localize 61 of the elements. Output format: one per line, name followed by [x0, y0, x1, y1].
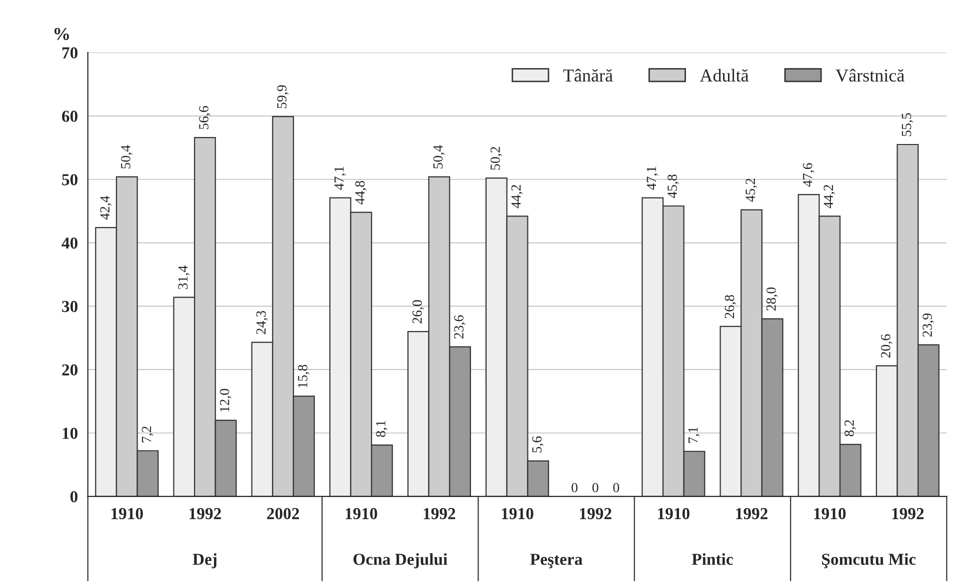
data-label: 7,1	[688, 427, 700, 443]
data-label: 5,6	[532, 436, 544, 452]
data-label: 50,4	[433, 145, 445, 168]
data-label: 0	[592, 482, 598, 492]
data-label: 28,0	[766, 287, 778, 311]
y-tick-label: 0	[70, 491, 78, 502]
legend-label: Vârstnică	[836, 68, 904, 82]
data-label: 8,1	[376, 420, 388, 437]
text: Pintic	[692, 553, 733, 565]
x-tick-label: 1910	[814, 508, 846, 520]
data-label: 50,4	[120, 145, 132, 168]
data-label: 15,8	[298, 364, 310, 388]
y-axis-title: %	[54, 28, 69, 40]
data-label: 0	[613, 482, 620, 492]
x-tick-label: 1910	[112, 508, 143, 520]
data-label: 44,2	[511, 185, 523, 208]
data-label: 12,0	[220, 388, 232, 412]
data-label: 44,2	[824, 185, 836, 208]
y-tick-label: 60	[62, 110, 78, 122]
data-label: 8,2	[844, 420, 856, 436]
text: Dej	[192, 553, 216, 568]
y-tick-label: 10	[62, 428, 78, 439]
data-label: 0	[572, 482, 578, 492]
x-tick-label: 2002	[267, 508, 299, 520]
x-tick-label: 1992	[190, 508, 221, 520]
y-tick-label: 70	[62, 47, 78, 59]
y-tick-label: 20	[62, 364, 78, 376]
data-label: 50,2	[490, 146, 502, 170]
y-tick-label: 50	[62, 174, 78, 186]
data-label: 31,4	[178, 266, 190, 290]
data-label: 45,2	[746, 178, 757, 202]
data-label: 47,1	[334, 166, 346, 190]
y-tick-label: 40	[62, 237, 78, 249]
x-tick-label: 1992	[424, 508, 456, 520]
x-tick-label: 1992	[892, 508, 924, 520]
data-label: 55,5	[902, 113, 914, 136]
x-tick-label: 1910	[502, 508, 534, 520]
data-label: 45,8	[668, 174, 679, 198]
data-label: 56,6	[199, 106, 210, 130]
data-label: 23,6	[454, 315, 466, 339]
text: Şomcutu Mic	[822, 553, 916, 568]
data-label: 26,0	[412, 300, 424, 324]
x-tick-label: 1992	[580, 508, 612, 520]
y-tick-label: 30	[62, 300, 78, 312]
data-label: 47,6	[802, 163, 814, 187]
data-label: 42,4	[100, 196, 112, 220]
data-label: 24,3	[256, 310, 268, 334]
legend-label: Adultă	[700, 68, 749, 82]
x-tick-label: 1910	[346, 508, 378, 520]
x-tick-label: 1992	[736, 508, 768, 520]
data-label: 59,9	[277, 85, 289, 108]
data-label: 44,8	[355, 180, 367, 204]
data-label: 47,1	[646, 166, 658, 190]
data-label: 20,6	[880, 334, 892, 358]
data-label: 26,8	[724, 295, 736, 318]
x-tick-label: 1910	[658, 508, 690, 520]
data-label: 23,9	[922, 314, 934, 337]
text: Ocna Dejului	[354, 553, 448, 568]
text: Peştera	[530, 554, 582, 568]
data-label: 7,2	[142, 426, 154, 442]
legend-label: Tânără	[563, 68, 613, 82]
